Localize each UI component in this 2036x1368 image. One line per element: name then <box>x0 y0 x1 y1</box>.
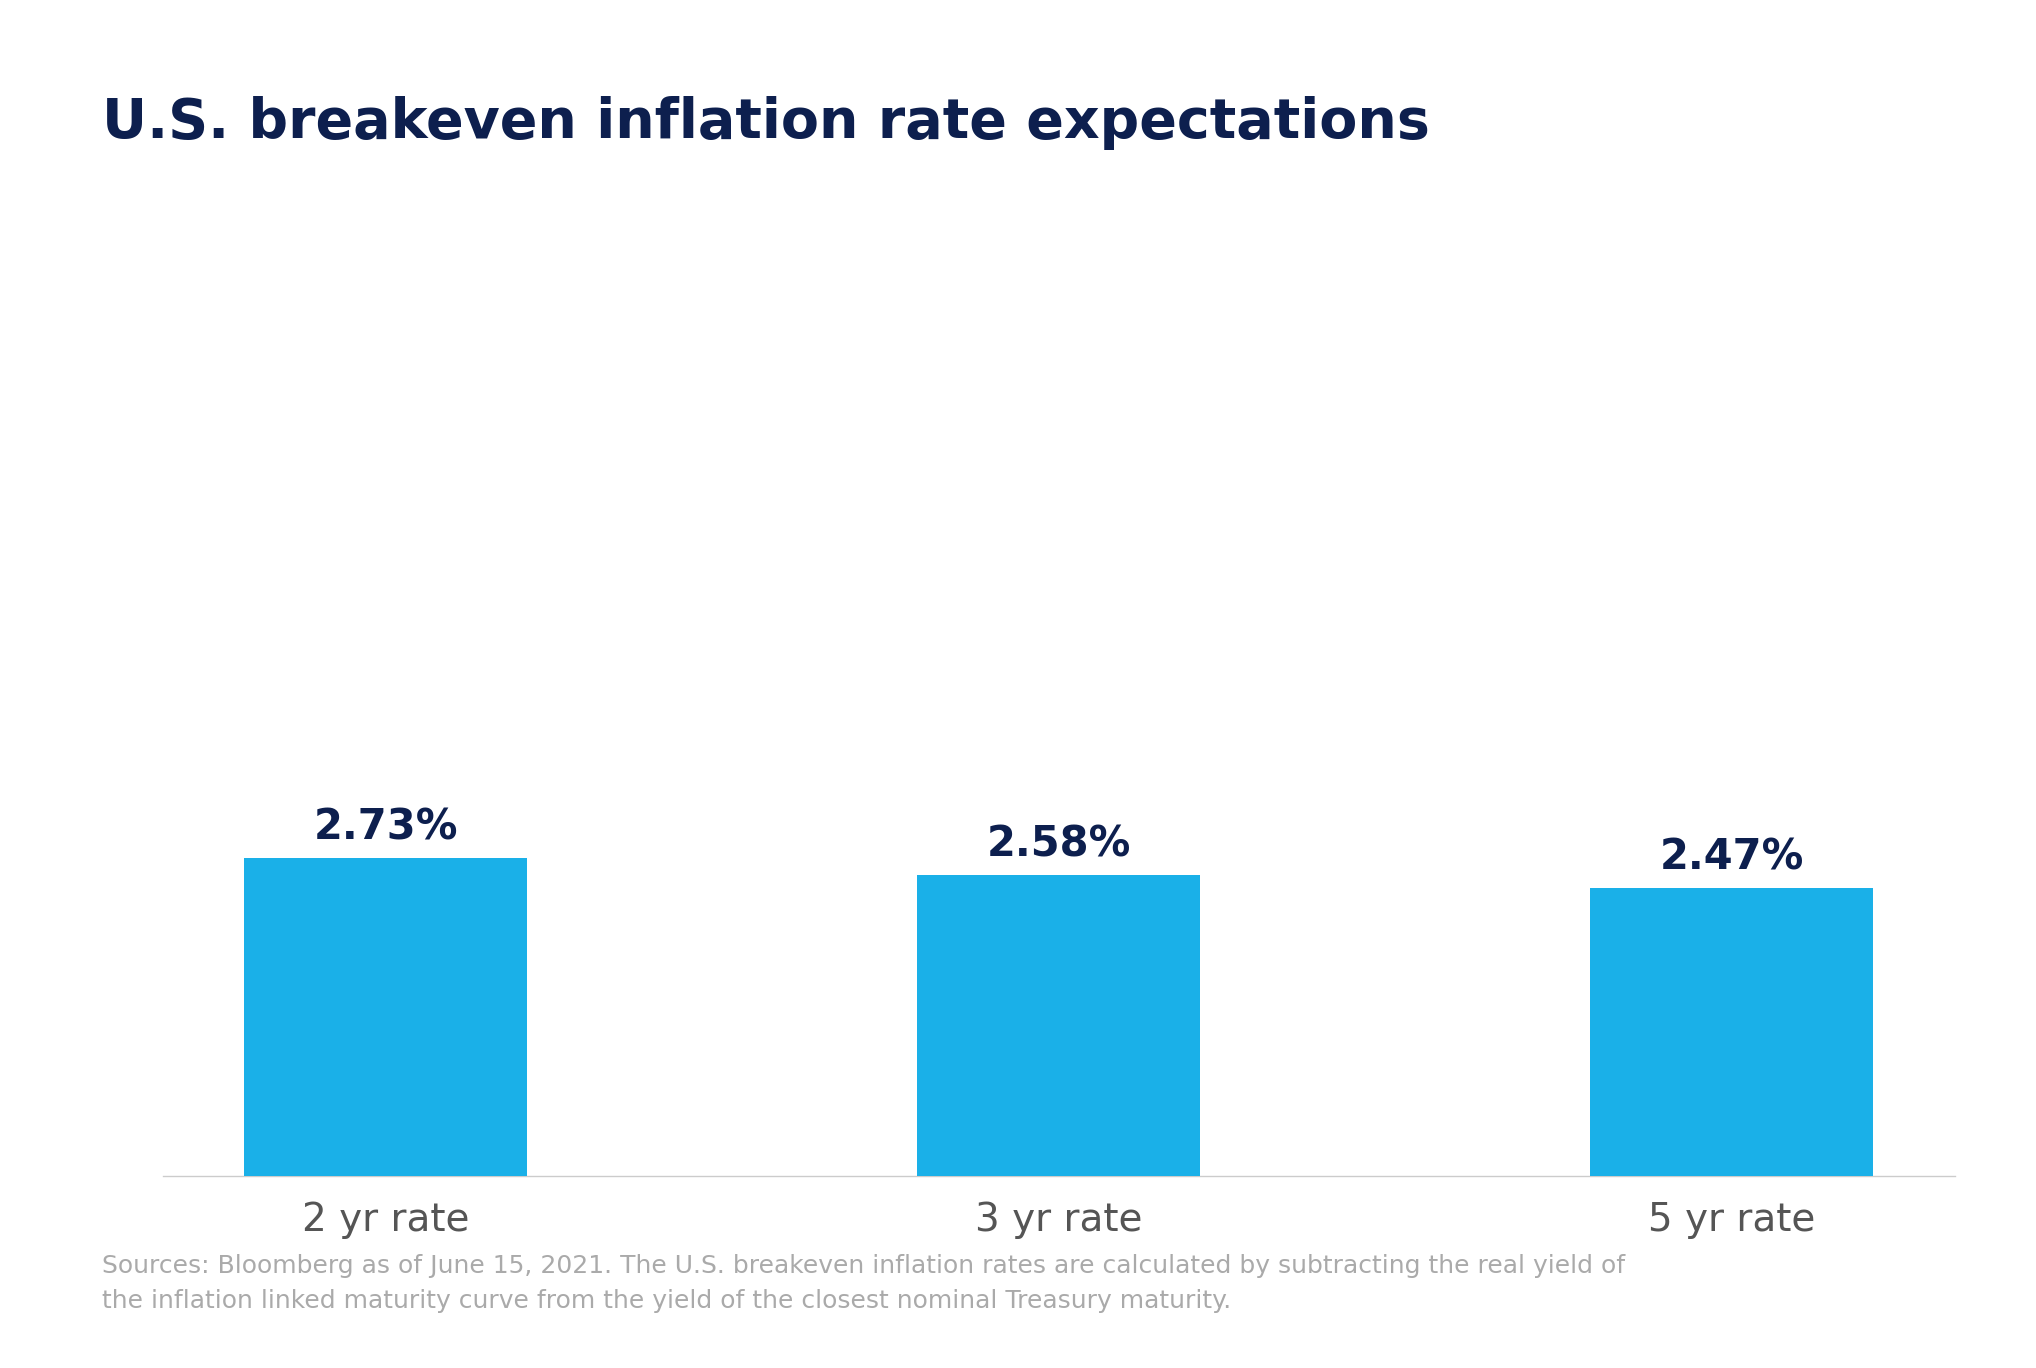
Text: 2.73%: 2.73% <box>314 807 458 848</box>
Bar <box>244 858 527 1176</box>
Text: 2.58%: 2.58% <box>987 824 1130 866</box>
Bar <box>1590 888 1873 1176</box>
Text: U.S. breakeven inflation rate expectations: U.S. breakeven inflation rate expectatio… <box>102 96 1429 149</box>
Bar <box>918 876 1199 1176</box>
Text: Sources: Bloomberg as of June 15, 2021. The U.S. breakeven inflation rates are c: Sources: Bloomberg as of June 15, 2021. … <box>102 1254 1625 1313</box>
Text: 2.47%: 2.47% <box>1659 837 1804 878</box>
